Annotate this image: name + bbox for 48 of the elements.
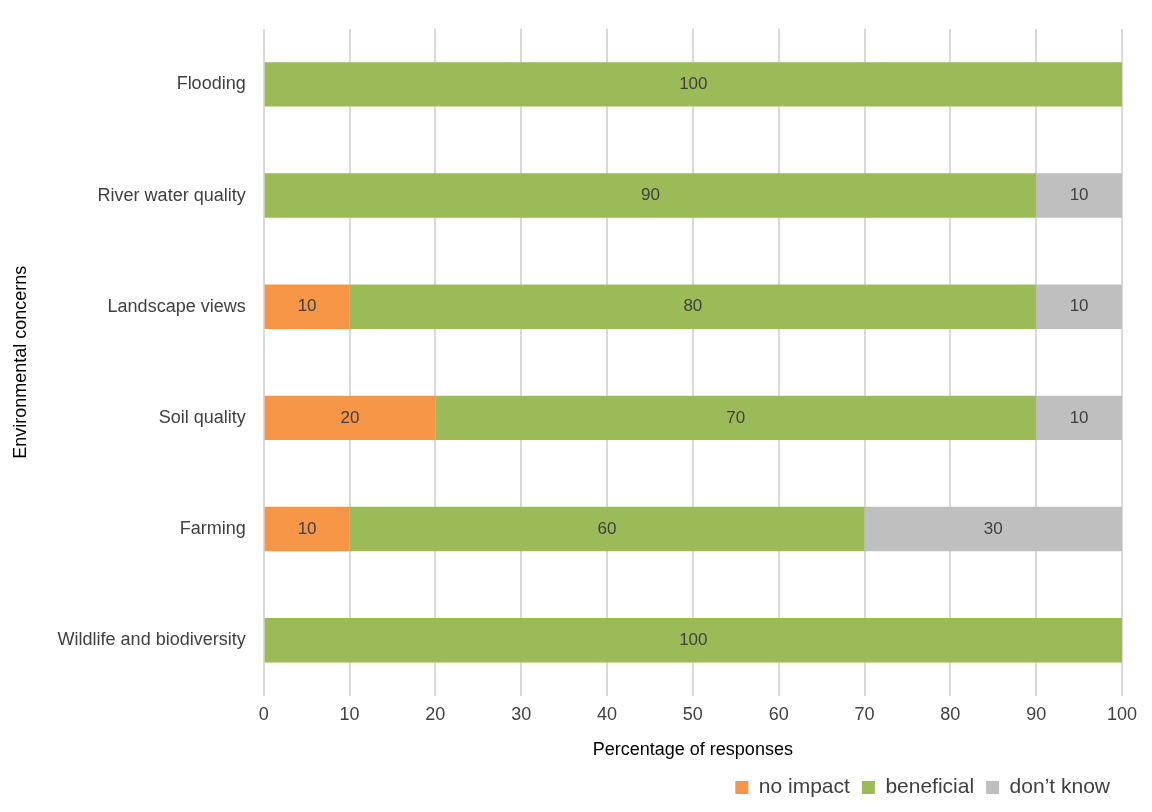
- data-label: 10: [297, 518, 317, 538]
- bar: [1036, 395, 1122, 441]
- bar: [264, 173, 1037, 218]
- data-label: 100: [679, 74, 708, 94]
- legend-label: beneficial: [885, 774, 975, 798]
- bar: [349, 284, 1037, 329]
- x-tick-label: 90: [1026, 703, 1047, 724]
- data-label: 20: [340, 407, 360, 427]
- x-tick-label: 0: [258, 703, 269, 724]
- x-tick-label: 20: [425, 703, 446, 724]
- x-axis-title: Percentage of responses: [592, 739, 793, 760]
- x-tick-label: 80: [940, 703, 961, 724]
- data-label: 80: [683, 296, 703, 316]
- x-tick-label: 50: [682, 703, 703, 724]
- legend-label: don’t know: [1009, 774, 1111, 798]
- data-label: 90: [640, 185, 660, 205]
- y-tick-label: River water quality: [97, 184, 246, 205]
- data-label: 70: [726, 407, 746, 427]
- legend-label: no impact: [758, 774, 851, 798]
- bar: [264, 62, 1122, 107]
- data-label: 30: [983, 518, 1003, 538]
- bar: [349, 506, 865, 552]
- data-label: 10: [297, 296, 317, 316]
- bar: [264, 617, 1122, 663]
- data-label: 10: [1069, 185, 1089, 205]
- y-tick-label: Soil quality: [158, 406, 246, 427]
- x-tick-label: 100: [1106, 703, 1138, 724]
- y-axis-title: Environmental concerns: [9, 265, 30, 459]
- x-tick-label: 70: [854, 703, 875, 724]
- data-label: 10: [1069, 296, 1089, 316]
- bar: [864, 506, 1122, 552]
- bar: [264, 395, 436, 441]
- data-label: 60: [597, 518, 617, 538]
- x-tick-label: 60: [768, 703, 789, 724]
- y-tick-label: Landscape views: [107, 295, 246, 316]
- y-tick-label: Wildlife and biodiversity: [57, 629, 246, 650]
- bar: [1036, 173, 1122, 218]
- bar: [264, 284, 350, 329]
- data-label: 100: [679, 629, 708, 649]
- x-tick-label: 30: [511, 703, 532, 724]
- x-tick-label: 10: [339, 703, 360, 724]
- y-tick-label: Flooding: [176, 73, 246, 94]
- y-tick-label: Farming: [179, 518, 246, 539]
- data-label: 10: [1069, 407, 1089, 427]
- bar: [435, 395, 1037, 441]
- bar: [1036, 284, 1122, 329]
- x-tick-label: 40: [596, 703, 618, 724]
- bar: [264, 506, 350, 552]
